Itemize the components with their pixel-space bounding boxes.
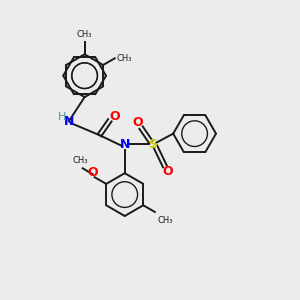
Text: CH₃: CH₃: [157, 215, 173, 224]
Text: O: O: [109, 110, 120, 123]
Text: N: N: [119, 138, 130, 151]
Text: H: H: [58, 112, 66, 122]
Text: N: N: [64, 115, 74, 128]
Text: O: O: [133, 116, 143, 129]
Text: O: O: [163, 165, 173, 178]
Text: CH₃: CH₃: [72, 156, 88, 165]
Text: CH₃: CH₃: [77, 30, 92, 39]
Text: CH₃: CH₃: [116, 54, 132, 63]
Text: S: S: [148, 138, 158, 151]
Text: O: O: [88, 166, 98, 178]
